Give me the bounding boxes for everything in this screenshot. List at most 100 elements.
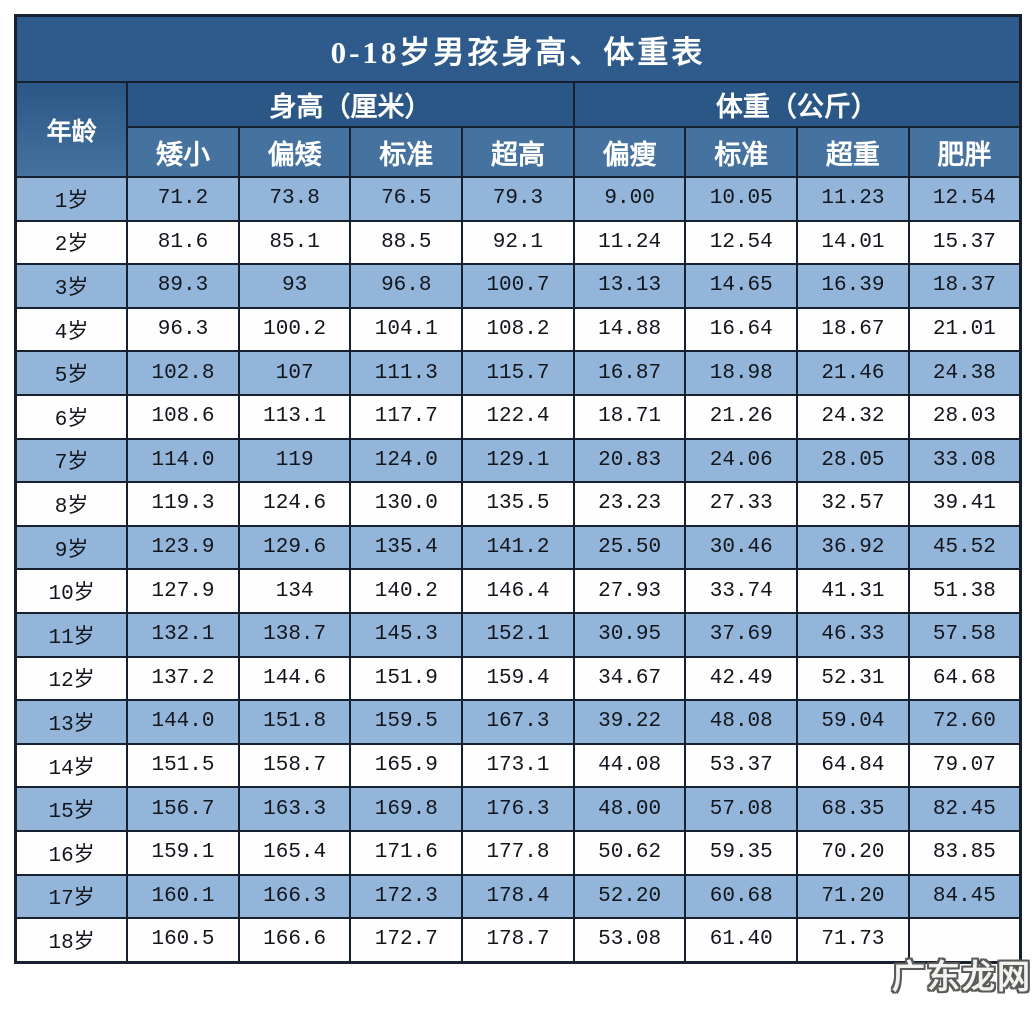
weight-cell: 33.74 [684,568,799,614]
weight-cell: 53.37 [684,742,799,789]
weight-cell: 23.23 [572,481,687,527]
height-cell: 135.4 [349,524,464,571]
weight-col-thin: 偏瘦 [572,126,687,178]
sub-header-row: 矮小 偏矮 标准 超高 偏瘦 标准 超重 肥胖 [16,126,1022,178]
weight-cell: 52.20 [572,873,687,920]
growth-table: 0-18岁男孩身高、体重表 年龄 身高（厘米） 体重（公斤） 矮小 偏矮 标准 … [14,14,1022,964]
height-group-header: 身高（厘米） [126,81,575,128]
height-cell: 151.9 [349,655,464,702]
age-cell: 12岁 [14,655,129,702]
table-row: 5岁 102.8 107 111.3 115.7 16.87 18.98 21.… [14,350,1022,396]
age-cell: 6岁 [14,393,129,440]
table-row: 17岁 160.1 166.3 172.3 178.4 52.20 60.68 … [14,873,1022,920]
page-title: 0-18岁男孩身高、体重表 [14,14,1022,83]
table-row: 9岁 123.9 129.6 135.4 141.2 25.50 30.46 3… [14,524,1022,571]
weight-cell: 16.64 [684,306,799,353]
height-cell: 123.9 [126,524,240,571]
height-cell: 132.1 [126,611,240,658]
height-cell: 151.8 [237,699,352,745]
weight-cell: 21.01 [907,306,1022,353]
height-cell: 172.3 [349,873,464,920]
height-cell: 119.3 [126,481,240,527]
height-col-standard: 标准 [349,126,464,178]
height-cell: 140.2 [349,568,464,614]
height-cell: 166.6 [237,917,352,964]
weight-cell: 16.87 [572,350,687,396]
age-cell: 13岁 [14,699,129,745]
height-cell: 93 [237,263,352,309]
height-cell: 100.2 [237,306,352,353]
height-cell: 159.1 [126,829,240,876]
height-cell: 165.4 [237,829,352,876]
weight-cell: 28.03 [907,393,1022,440]
weight-cell: 14.88 [572,306,687,353]
height-cell: 144.6 [237,655,352,702]
weight-cell: 18.71 [572,393,687,440]
height-cell: 163.3 [237,786,352,832]
weight-cell: 61.40 [684,917,799,964]
height-cell: 129.1 [461,437,575,484]
height-col-tall: 超高 [461,126,575,178]
weight-cell [907,917,1022,964]
weight-cell: 48.08 [684,699,799,745]
height-cell: 122.4 [461,393,575,440]
age-column-header: 年龄 [14,81,129,178]
height-cell: 172.7 [349,917,464,964]
weight-col-obese: 肥胖 [907,126,1022,178]
table-row: 3岁 89.3 93 96.8 100.7 13.13 14.65 16.39 … [14,263,1022,309]
height-col-low: 偏矮 [237,126,352,178]
weight-cell: 28.05 [796,437,910,484]
weight-cell: 57.58 [907,611,1022,658]
weight-cell: 46.33 [796,611,910,658]
height-cell: 176.3 [461,786,575,832]
height-cell: 167.3 [461,699,575,745]
table-row: 6岁 108.6 113.1 117.7 122.4 18.71 21.26 2… [14,393,1022,440]
age-cell: 2岁 [14,219,129,266]
height-cell: 138.7 [237,611,352,658]
height-cell: 85.1 [237,219,352,266]
age-cell: 4岁 [14,306,129,353]
height-cell: 127.9 [126,568,240,614]
height-cell: 81.6 [126,219,240,266]
table-row: 1岁 71.2 73.8 76.5 79.3 9.00 10.05 11.23 … [14,176,1022,222]
height-cell: 96.8 [349,263,464,309]
height-cell: 144.0 [126,699,240,745]
table-row: 18岁 160.5 166.6 172.7 178.7 53.08 61.40 … [14,917,1022,964]
weight-cell: 18.37 [907,263,1022,309]
table-row: 16岁 159.1 165.4 171.6 177.8 50.62 59.35 … [14,829,1022,876]
age-cell: 16岁 [14,829,129,876]
weight-cell: 59.35 [684,829,799,876]
weight-cell: 82.45 [907,786,1022,832]
height-cell: 165.9 [349,742,464,789]
title-row: 0-18岁男孩身高、体重表 [14,14,1022,83]
age-cell: 17岁 [14,873,129,920]
weight-cell: 24.38 [907,350,1022,396]
table-row: 10岁 127.9 134 140.2 146.4 27.93 33.74 41… [14,568,1022,614]
height-cell: 119 [237,437,352,484]
height-cell: 141.2 [461,524,575,571]
height-cell: 115.7 [461,350,575,396]
weight-cell: 71.20 [796,873,910,920]
weight-cell: 83.85 [907,829,1022,876]
weight-cell: 11.24 [572,219,687,266]
weight-cell: 36.92 [796,524,910,571]
height-cell: 104.1 [349,306,464,353]
weight-cell: 33.08 [907,437,1022,484]
height-cell: 137.2 [126,655,240,702]
table-row: 11岁 132.1 138.7 145.3 152.1 30.95 37.69 … [14,611,1022,658]
age-cell: 11岁 [14,611,129,658]
weight-cell: 12.54 [907,176,1022,222]
height-cell: 159.5 [349,699,464,745]
weight-cell: 12.54 [684,219,799,266]
weight-cell: 24.32 [796,393,910,440]
weight-cell: 50.62 [572,829,687,876]
table-row: 14岁 151.5 158.7 165.9 173.1 44.08 53.37 … [14,742,1022,789]
height-cell: 107 [237,350,352,396]
weight-cell: 30.95 [572,611,687,658]
weight-cell: 14.65 [684,263,799,309]
weight-col-standard: 标准 [684,126,799,178]
weight-cell: 39.41 [907,481,1022,527]
weight-cell: 24.06 [684,437,799,484]
weight-cell: 79.07 [907,742,1022,789]
height-cell: 108.2 [461,306,575,353]
